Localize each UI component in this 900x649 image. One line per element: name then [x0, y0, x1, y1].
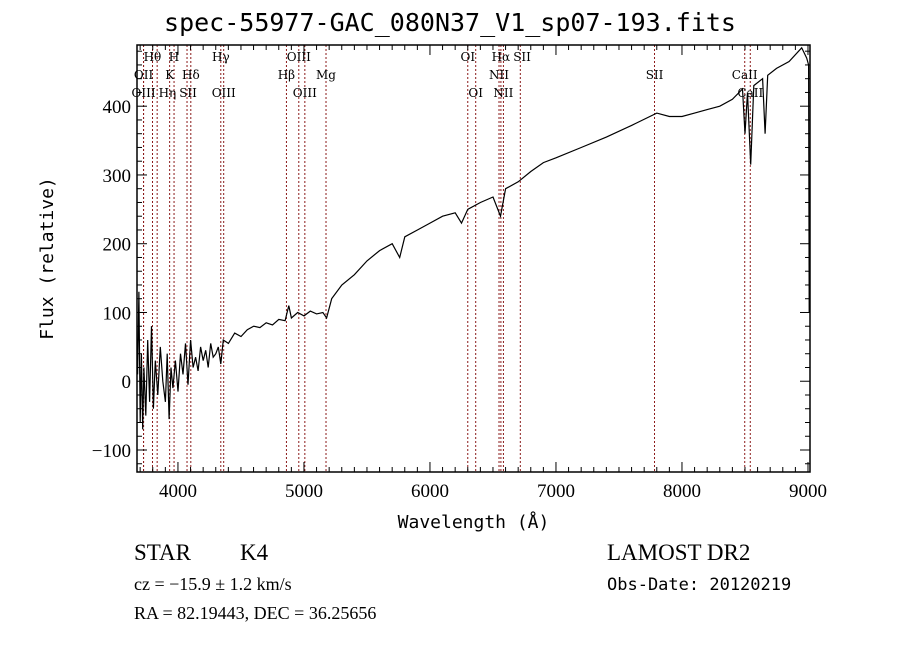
- y-tick-label: 300: [103, 166, 132, 187]
- survey-label: LAMOST DR2: [607, 540, 751, 565]
- line-label: Hη: [159, 86, 177, 100]
- plot-frame: [136, 44, 811, 473]
- line-label: Hβ: [278, 68, 295, 82]
- y-tick-label: 400: [103, 97, 132, 118]
- line-label: NII: [489, 68, 509, 82]
- x-tick-label: 9000: [789, 481, 827, 502]
- line-label: CaII: [732, 68, 758, 82]
- line-label: CaII: [737, 86, 763, 100]
- y-tick-label: 200: [103, 235, 132, 256]
- line-label: Hγ: [212, 50, 230, 64]
- line-label: OIII: [293, 86, 317, 100]
- line-label: NII: [493, 86, 513, 100]
- object-class: STAR: [134, 540, 191, 565]
- line-label: SII: [513, 50, 531, 64]
- x-tick-label: 4000: [159, 481, 197, 502]
- x-tick-label: 5000: [285, 481, 323, 502]
- x-tick-label: 8000: [663, 481, 701, 502]
- coordinates: RA = 82.19443, DEC = 36.25656: [134, 603, 377, 623]
- y-tick-label: 100: [103, 303, 132, 324]
- line-label: OIII: [132, 86, 156, 100]
- y-axis-label: Flux (relative): [37, 177, 58, 340]
- redshift-info: cz = −15.9 ± 1.2 km/s: [134, 574, 292, 594]
- line-label: Hθ: [144, 50, 162, 64]
- x-tick-label: 7000: [537, 481, 575, 502]
- line-label: Hδ: [182, 68, 200, 82]
- subclass: K4: [240, 540, 269, 565]
- line-label: OI: [468, 86, 483, 100]
- obs-date: Obs-Date: 20120219: [607, 575, 792, 595]
- y-tick-label: 0: [122, 372, 132, 393]
- line-label: Mg: [316, 68, 336, 82]
- x-axis-label: Wavelength (Å): [398, 511, 550, 533]
- y-tick-label: −100: [92, 441, 131, 462]
- line-label: SII: [646, 68, 664, 82]
- chart-title: spec-55977-GAC_080N37_V1_sp07-193.fits: [164, 8, 736, 37]
- line-label: OIII: [287, 50, 311, 64]
- line-label: SII: [179, 86, 197, 100]
- spectrum-line: [137, 46, 810, 430]
- x-tick-label: 6000: [411, 481, 449, 502]
- line-label: OIII: [212, 86, 236, 100]
- line-label: OI: [461, 50, 476, 64]
- line-label: Hα: [492, 50, 511, 64]
- line-label: H: [169, 50, 179, 64]
- line-label: K: [165, 68, 175, 82]
